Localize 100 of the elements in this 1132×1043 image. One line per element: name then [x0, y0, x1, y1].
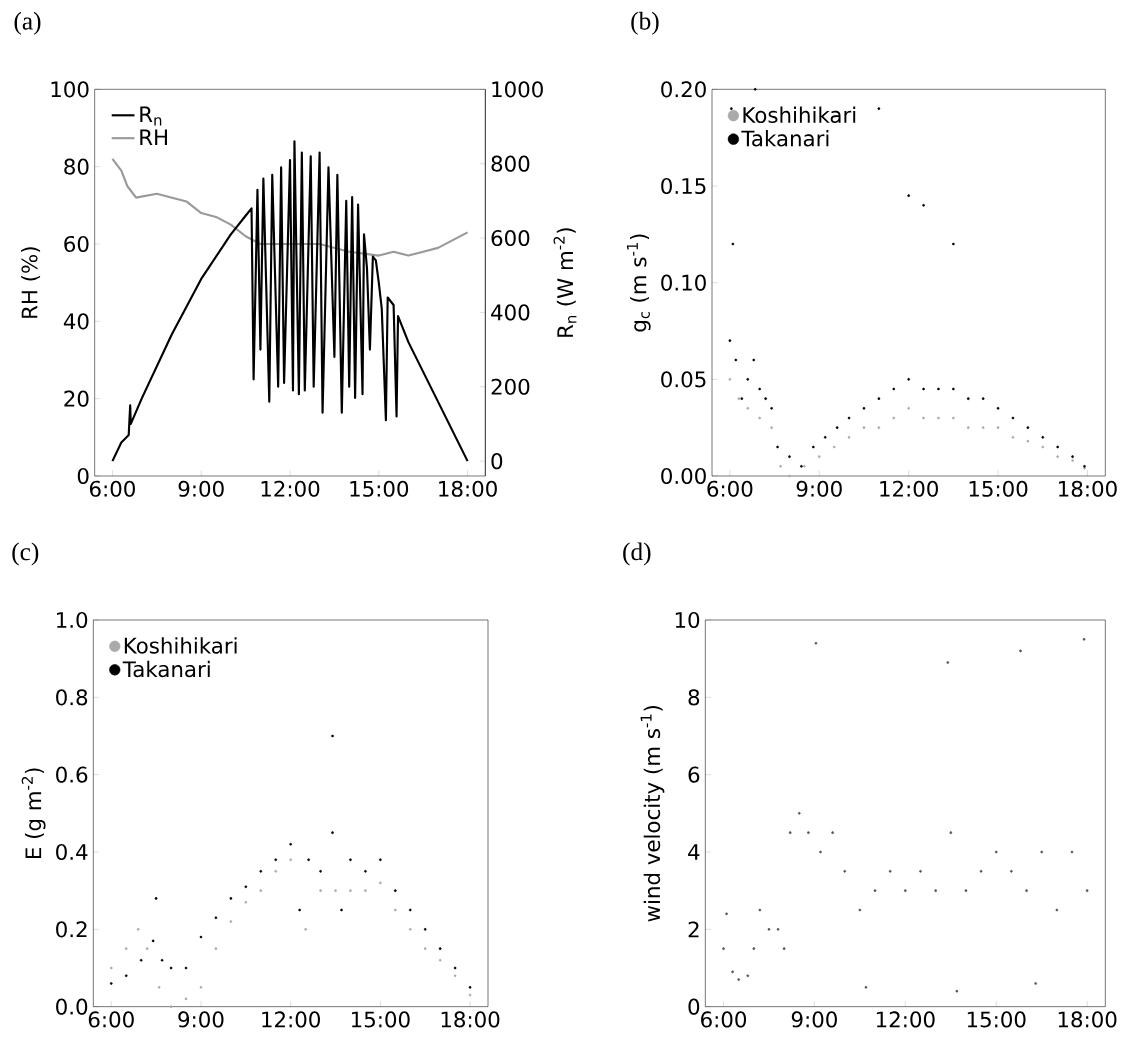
- legend-label: Takanari: [122, 660, 210, 678]
- x-tick-label: 12:00: [261, 480, 320, 497]
- y-tick-label: 0.2: [56, 921, 87, 938]
- y-tick-label: 6: [688, 766, 700, 783]
- point: [746, 378, 750, 381]
- point: [453, 966, 457, 970]
- chart-title: (a): [14, 12, 41, 35]
- point: [151, 939, 155, 943]
- point: [994, 850, 998, 854]
- point: [955, 990, 959, 993]
- point: [214, 916, 218, 920]
- point: [722, 947, 725, 951]
- point: [952, 416, 955, 420]
- y-tick-label: 0: [77, 468, 89, 485]
- point: [817, 455, 821, 459]
- x-tick-label: 6:00: [701, 1011, 747, 1028]
- point: [1011, 416, 1015, 420]
- x-tick-label: 9:00: [796, 480, 842, 497]
- point: [139, 959, 143, 962]
- point: [379, 881, 382, 885]
- chart-title: (c): [12, 542, 39, 566]
- point: [907, 378, 911, 381]
- y-tick-label: 1.0: [57, 612, 88, 629]
- point: [731, 970, 734, 974]
- x-tick-label: 6:00: [707, 480, 753, 497]
- point: [259, 870, 263, 873]
- point: [922, 204, 925, 207]
- point: [877, 397, 881, 401]
- point: [136, 928, 140, 931]
- x-tick-label: 18:00: [439, 480, 497, 497]
- point: [952, 242, 955, 246]
- x-tick-label: 9:00: [178, 1011, 224, 1028]
- y-tick-label: 0.8: [56, 689, 88, 706]
- point: [858, 908, 862, 912]
- point: [964, 889, 968, 893]
- y2-tick-label: 600: [491, 230, 530, 247]
- y-tick-label: 40: [63, 313, 89, 330]
- point: [864, 986, 868, 989]
- chart-title: (b): [631, 12, 659, 35]
- point: [1041, 445, 1045, 449]
- x-tick-label: 18:00: [1059, 480, 1117, 497]
- point: [996, 426, 1000, 430]
- point: [946, 661, 950, 665]
- point: [199, 935, 203, 939]
- point: [408, 928, 412, 931]
- point: [979, 870, 983, 873]
- point: [340, 908, 343, 912]
- point: [782, 947, 786, 951]
- y2-axis-title: R$_{n}$ (W m$^{-2}$): [553, 228, 577, 338]
- y2-tick-label: 800: [491, 155, 530, 172]
- point: [728, 378, 732, 381]
- point: [1025, 889, 1028, 893]
- point: [949, 831, 953, 835]
- point: [274, 870, 278, 873]
- point: [109, 966, 113, 970]
- legend-label: Koshihikari: [124, 637, 237, 654]
- y-tick-label: 20: [64, 390, 89, 407]
- point: [952, 387, 955, 391]
- point: [157, 986, 161, 989]
- point: [847, 416, 851, 420]
- x-tick-label: 15:00: [350, 480, 409, 497]
- y-axis-title: g$_{c}$ (m s$^{-1}$): [626, 234, 651, 332]
- legend-label: RH: [140, 129, 167, 146]
- y-tick-label: 8: [688, 689, 700, 706]
- point: [331, 831, 334, 835]
- point: [319, 889, 322, 893]
- point: [843, 870, 847, 873]
- point: [154, 897, 158, 900]
- point: [274, 858, 278, 862]
- point: [758, 387, 762, 391]
- point: [1019, 649, 1022, 653]
- legend-label: Koshihikari: [743, 106, 856, 124]
- y-tick-label: 4: [688, 844, 700, 860]
- point: [1026, 426, 1030, 430]
- y-tick-label: 0.4: [56, 844, 88, 861]
- y2-tick-label: 400: [491, 304, 530, 321]
- point: [331, 734, 334, 738]
- point: [937, 387, 940, 391]
- point: [109, 982, 113, 985]
- point: [746, 407, 750, 410]
- y-tick-label: 0.15: [661, 178, 706, 195]
- point: [319, 870, 322, 873]
- y-tick-label: 2: [688, 921, 699, 938]
- point: [438, 947, 442, 951]
- y2-tick-label: 200: [491, 378, 530, 395]
- point: [307, 858, 310, 862]
- point: [922, 416, 925, 420]
- point: [776, 445, 779, 449]
- point: [788, 455, 791, 459]
- x-tick-label: 9:00: [178, 480, 224, 497]
- point: [1082, 638, 1086, 641]
- x-tick-label: 9:00: [791, 1011, 837, 1028]
- point: [364, 889, 367, 893]
- chart-title: (d): [623, 542, 651, 566]
- point: [468, 986, 472, 989]
- point: [752, 947, 756, 951]
- point: [807, 831, 810, 835]
- point: [725, 912, 728, 916]
- y-tick-label: 0.6: [56, 766, 88, 783]
- point: [199, 986, 203, 989]
